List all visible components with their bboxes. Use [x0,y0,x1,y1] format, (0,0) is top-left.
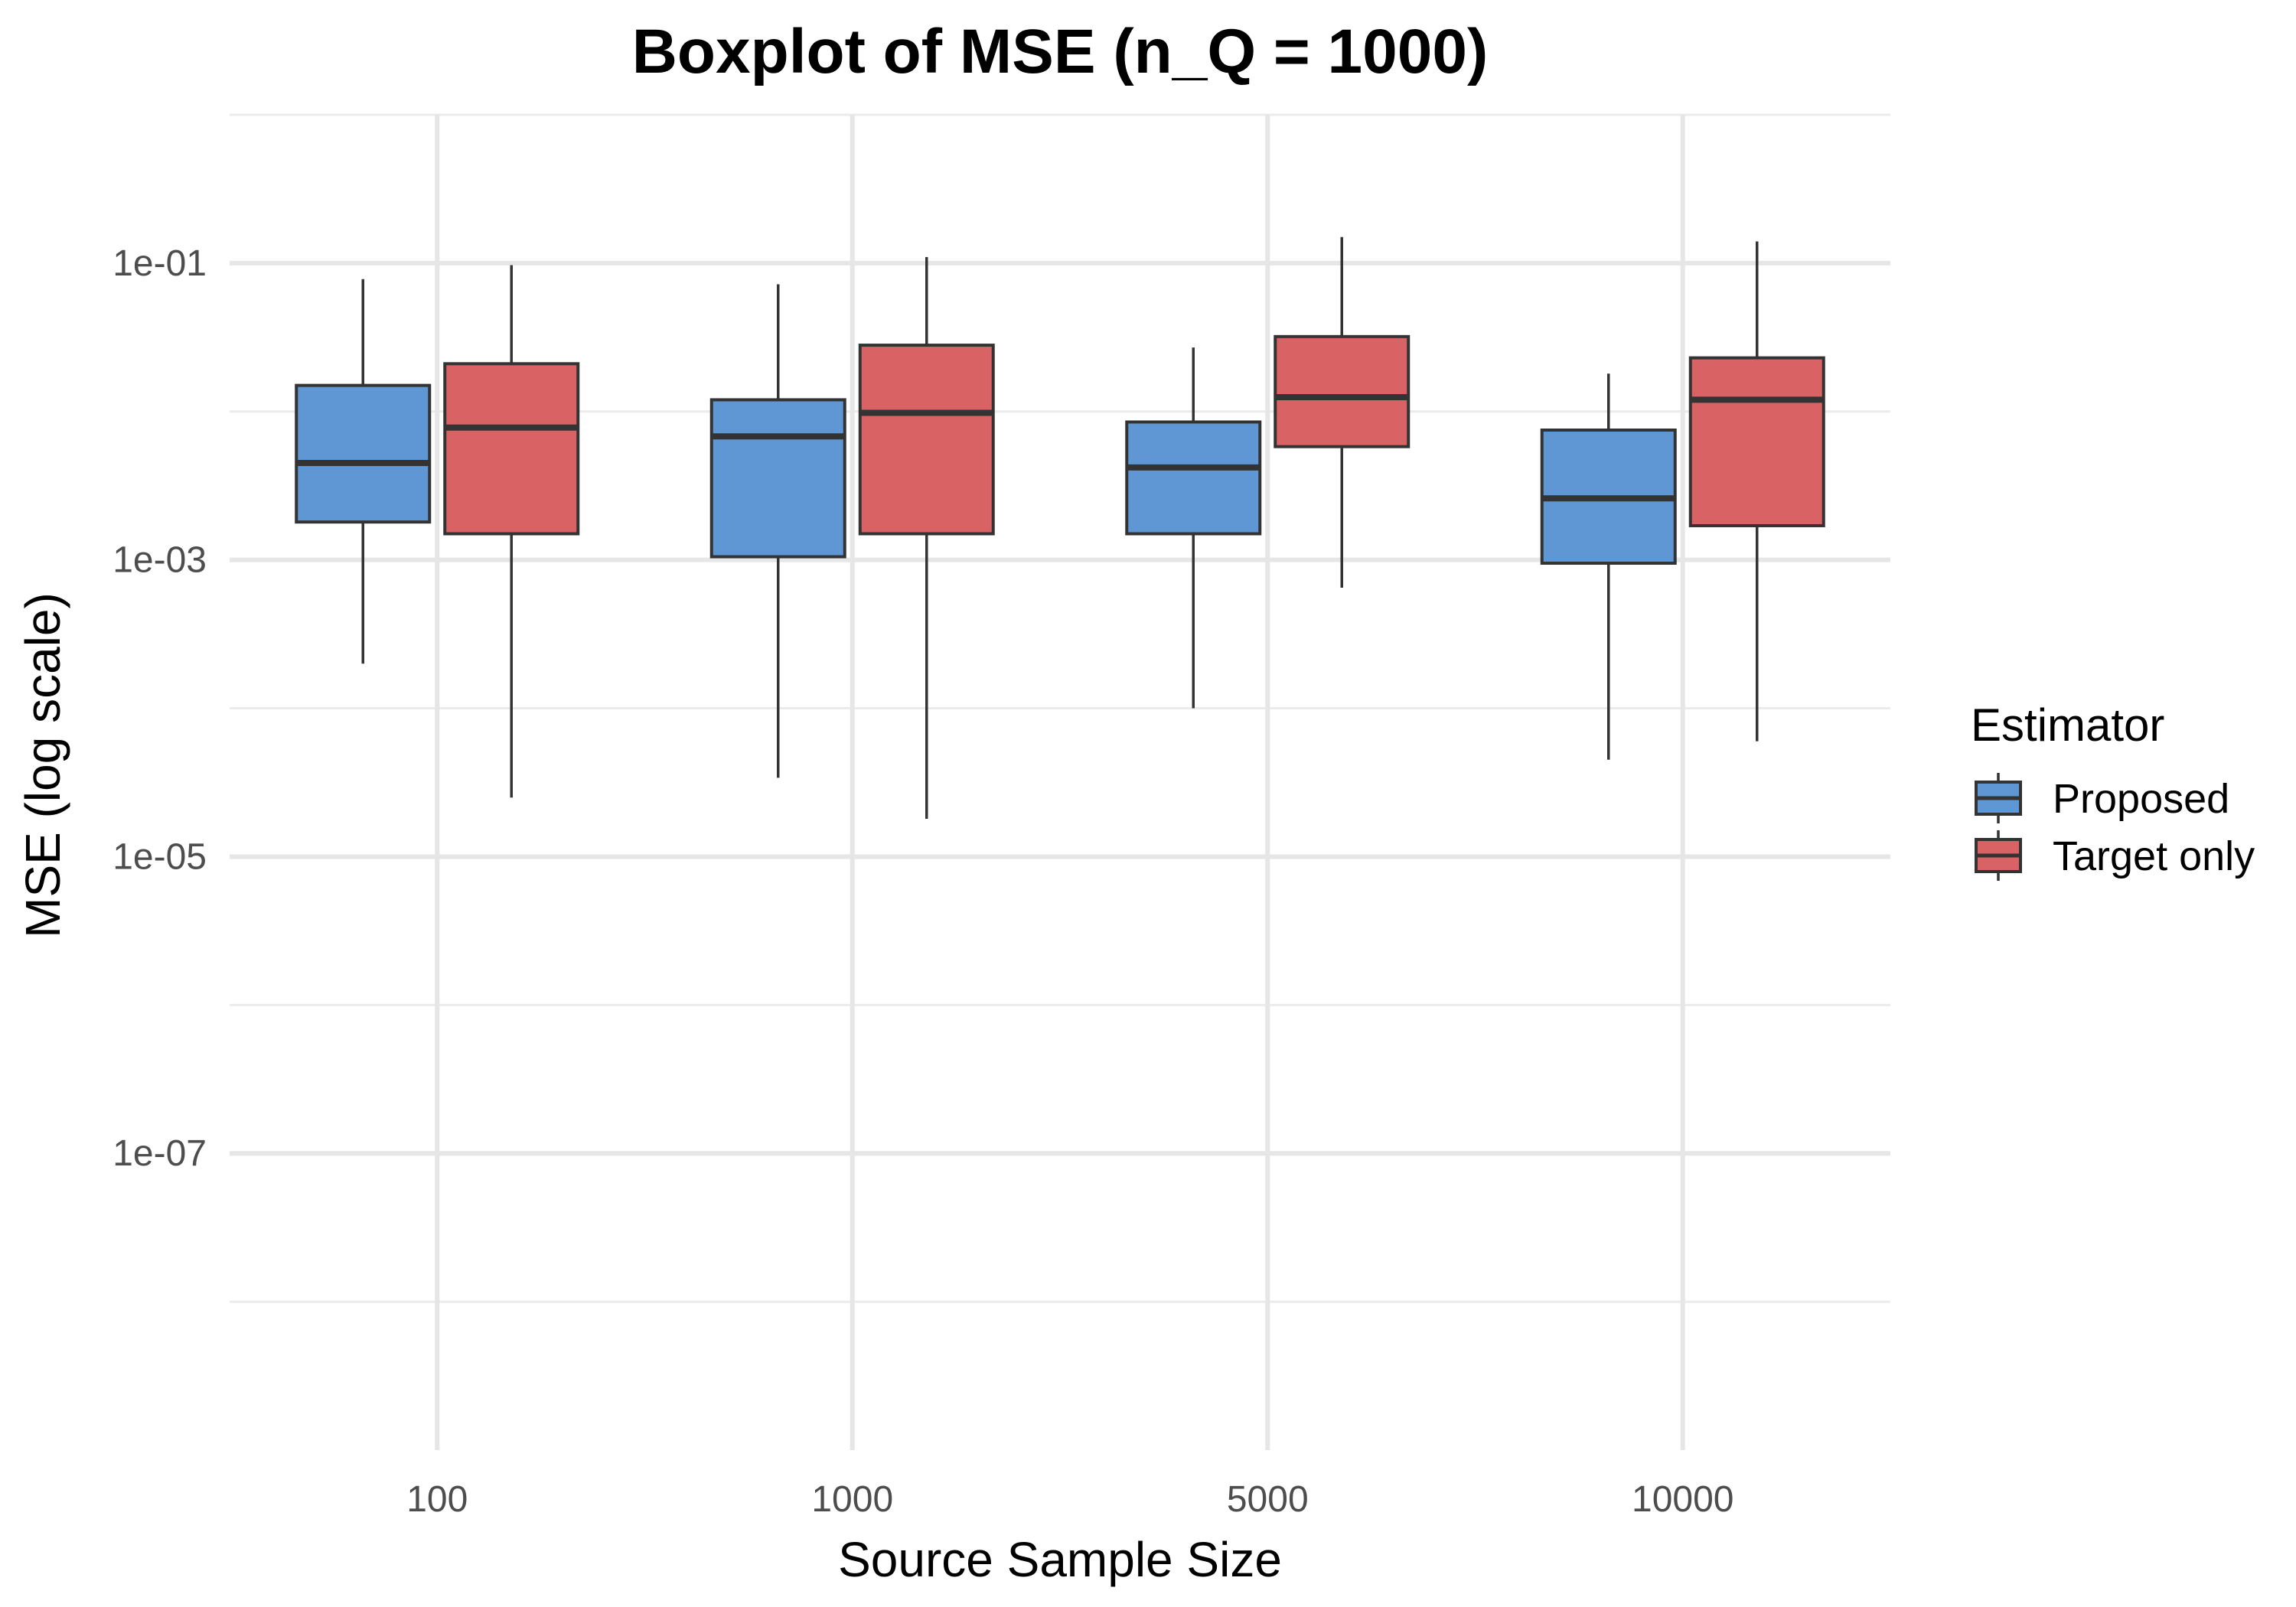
x-tick-label: 10000 [1632,1479,1733,1520]
x-tick-label: 5000 [1227,1479,1309,1520]
chart-title: Boxplot of MSE (n_Q = 1000) [632,17,1489,86]
grid-lines [230,113,1890,1450]
legend-label: Proposed [2053,776,2229,822]
boxes [295,236,1825,819]
legend-label: Target only [2053,833,2255,879]
x-tick-label: 100 [406,1479,468,1520]
x-tick-label: 1000 [811,1479,893,1520]
box-target-only [1274,236,1411,588]
box-proposed [1125,347,1262,709]
iqr-box [295,383,432,524]
box-target-only [858,256,995,819]
box-proposed [709,284,846,778]
y-tick-label: 1e-01 [113,243,207,284]
legend: Estimator Proposed Target only [1971,699,2255,881]
axis-labels: 1e-01 1e-03 1e-05 1e-07 100 1000 5000 10000 [113,243,1733,1520]
x-axis-title: Source Sample Size [838,1532,1282,1587]
box-proposed [1540,373,1677,760]
legend-item-proposed: Proposed [1975,773,2229,823]
box-target-only [443,265,580,798]
iqr-box [443,362,580,536]
iqr-box [1125,420,1262,536]
y-tick-label: 1e-07 [113,1133,207,1174]
iqr-box [1688,356,1825,527]
box-target-only [1688,241,1825,742]
legend-item-target-only: Target only [1975,830,2255,881]
y-axis-title: MSE (log scale) [15,592,70,938]
iqr-box [1274,334,1411,448]
iqr-box [709,398,846,559]
iqr-box [858,344,995,536]
y-tick-label: 1e-05 [113,836,207,877]
y-tick-label: 1e-03 [113,540,207,581]
box-proposed [295,279,432,664]
legend-title: Estimator [1971,699,2164,751]
